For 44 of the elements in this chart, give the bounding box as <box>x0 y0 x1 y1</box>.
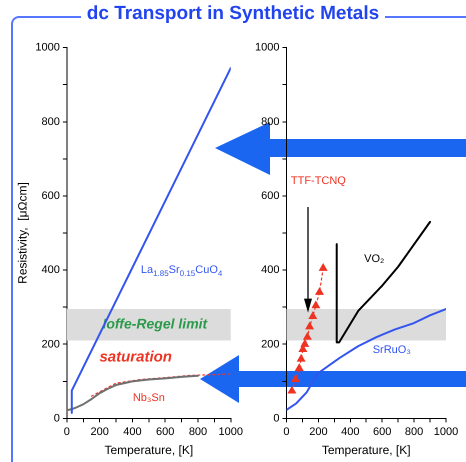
y-tick-label: 200 <box>261 338 280 350</box>
y-tick-label: 800 <box>261 116 280 128</box>
x-tick-label: 800 <box>188 426 208 438</box>
x-tick-label: 200 <box>90 426 109 438</box>
point <box>288 386 296 394</box>
x-tick-label: 1000 <box>218 426 244 438</box>
point <box>292 374 300 382</box>
x-tick-label: 400 <box>123 426 142 438</box>
x-tick-label: 200 <box>309 426 328 438</box>
y-tick-label: 600 <box>261 190 280 202</box>
x-tick-label: 0 <box>64 426 70 438</box>
y-tick-label: 1000 <box>35 42 60 54</box>
point <box>315 288 324 295</box>
point <box>319 264 328 271</box>
y-tick-label: 0 <box>54 412 60 424</box>
text: TTF-TCNQ <box>290 175 346 188</box>
x-tick-label: 0 <box>283 426 290 438</box>
series-label: Nb₃Sn <box>132 392 165 404</box>
x-tick-label: 600 <box>156 426 174 438</box>
x-tick-label: 800 <box>404 426 424 438</box>
point <box>300 340 309 347</box>
point <box>303 332 312 340</box>
y-tick-label: 1000 <box>254 42 280 54</box>
series-label: VO₂ <box>364 252 384 265</box>
y-tick-label: 600 <box>42 190 60 202</box>
chart-title: dc Transport in Synthetic Metals <box>80 3 386 24</box>
series-label: SrRuO₃ <box>372 344 411 356</box>
x-axis-title: Temperature, [K] <box>322 443 411 458</box>
y-tick-label: 800 <box>42 116 60 128</box>
point <box>312 301 320 308</box>
point <box>297 354 306 362</box>
point <box>308 312 317 320</box>
y-axis-title: Resistivity, [μΩcm] <box>16 182 30 284</box>
y-tick-label: 400 <box>261 264 280 276</box>
point <box>295 364 304 371</box>
y-tick-label: 400 <box>42 264 60 276</box>
y-tick-label: 0 <box>273 412 280 424</box>
x-tick-label: 400 <box>341 426 360 438</box>
annotation: saturation <box>99 348 172 366</box>
x-axis-title: Temperature, [K] <box>104 443 194 458</box>
point <box>306 322 314 330</box>
y-tick-label: 200 <box>42 338 60 350</box>
x-tick-label: 600 <box>373 426 392 438</box>
x-tick-label: 1000 <box>434 426 458 438</box>
